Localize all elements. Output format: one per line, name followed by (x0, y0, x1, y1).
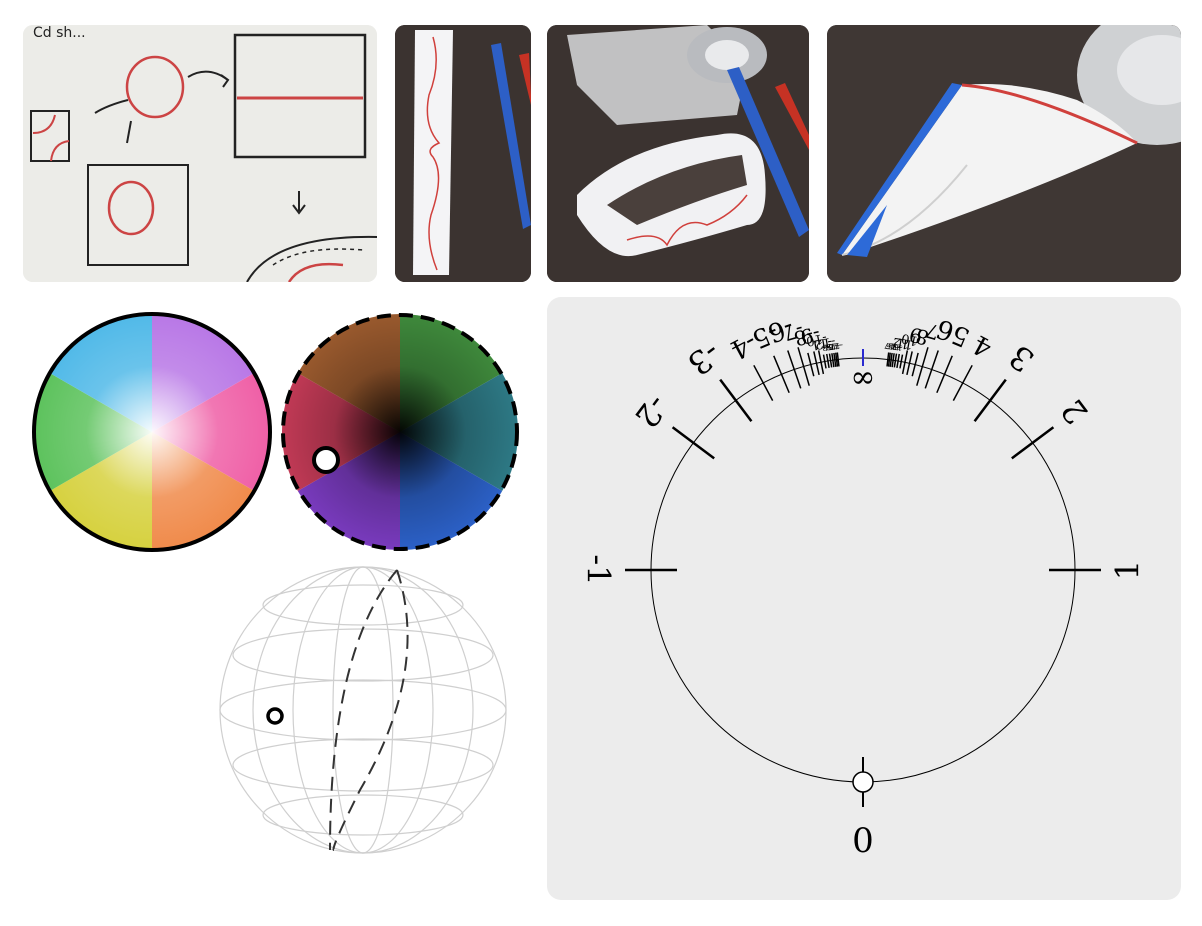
dial-tick--10 (817, 350, 825, 375)
wireframe-sphere (219, 566, 507, 854)
sketch-note-text: Cd sh... (33, 25, 86, 41)
dial-tick-14 (891, 353, 895, 368)
dial-label-8: 8 (913, 324, 931, 350)
dial-tick-5 (936, 355, 953, 394)
dial-label-10: 10 (900, 330, 919, 348)
zero-marker[interactable] (852, 771, 874, 793)
dial-tick-6 (924, 350, 939, 389)
dial-tick-3 (973, 378, 1007, 422)
dial-tick--9 (813, 351, 820, 376)
infinity-label: ∞ (851, 361, 876, 396)
dial-label--12: -12 (813, 333, 836, 351)
dial-label-14: 14 (889, 341, 900, 351)
dial-label--14: -14 (824, 341, 838, 352)
dial-tick--8 (807, 352, 815, 377)
dial-label--13: -13 (821, 342, 835, 353)
dial-tick--6 (787, 350, 802, 389)
dial-tick-10 (901, 350, 909, 375)
dial-circle (650, 357, 1076, 783)
dial-tick--12 (826, 353, 830, 368)
dial-label--16: -16 (828, 341, 842, 352)
dial-label-3: 3 (1002, 337, 1041, 380)
zero-label: 0 (852, 821, 874, 861)
paper-loop-photo (547, 25, 809, 282)
dial-tick-17 (886, 352, 890, 367)
dial-tick-12 (896, 353, 900, 368)
dial-label-1: 1 (1108, 560, 1146, 580)
dial-label-9: 9 (907, 322, 925, 348)
dial-label--10: -10 (805, 330, 828, 349)
dial-tick--11 (822, 354, 827, 369)
dial-label--11: -11 (810, 334, 833, 353)
dial-tick--3 (719, 378, 753, 422)
dial-label--17: -17 (830, 341, 844, 351)
dial-tick--4 (753, 364, 774, 401)
dial-tick--2 (671, 426, 715, 460)
dial-tick-9 (906, 351, 913, 376)
dial-label--3: -3 (681, 334, 729, 383)
dial-label-2: 2 (1053, 392, 1096, 431)
dial-tick-13 (893, 353, 898, 368)
paper-cone-photo (827, 25, 1181, 282)
dial-label--1: -1 (580, 554, 618, 585)
paper-strip-photo (395, 25, 531, 282)
dial-label-11: 11 (895, 334, 914, 352)
dial-tick-16 (887, 352, 892, 367)
dial-tick-7 (916, 347, 929, 386)
dial-tick--17 (836, 352, 840, 367)
dial-label-15: 15 (887, 341, 898, 351)
dial-label-16: 16 (885, 341, 896, 351)
dial-label-13: 13 (892, 342, 903, 352)
dial-tick--16 (834, 352, 839, 367)
dial-tick-2 (1011, 426, 1055, 460)
color-sphere-figure (30, 310, 530, 880)
dial-tick-11 (899, 354, 904, 369)
projective-dial-panel: 1 2 3 4 5 6 7 8 9 10 11 12 13 14 15 16 17 -1 -2 -3 -4 -5 -6 -7-… (547, 297, 1181, 900)
dial-label-17: 17 (884, 341, 895, 351)
dial-label-4: 4 (968, 328, 997, 362)
dial-tick-15 (889, 352, 893, 367)
dial-tick--13 (828, 353, 833, 368)
dial-tick-8 (911, 352, 919, 377)
dial-label--15: -15 (826, 341, 840, 352)
dial-tick-4 (952, 364, 973, 401)
dial-tick--15 (833, 352, 837, 367)
dial-tick--7 (797, 347, 810, 386)
sketch-photo: Cd sh... (23, 25, 377, 282)
dial-label-12: 12 (892, 334, 911, 352)
dial-tick--5 (773, 355, 790, 394)
sphere-marker (266, 707, 284, 725)
dial-label--2: -2 (627, 388, 676, 436)
wheel-marker (312, 446, 340, 474)
dial-tick--14 (831, 353, 835, 368)
